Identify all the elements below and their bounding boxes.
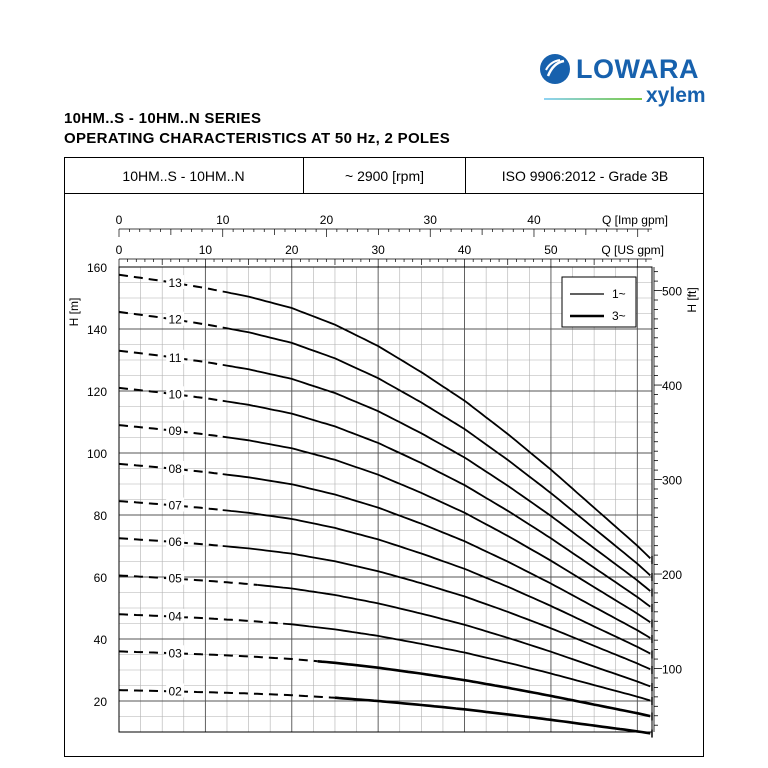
brand-name: LOWARA	[576, 54, 699, 84]
y-left-tick-label: 40	[94, 633, 108, 647]
curve-label-bg	[166, 608, 185, 623]
curve-dashed-03	[118, 650, 318, 663]
x-us-tick-label: 40	[458, 243, 472, 257]
curve-dashed-02	[118, 689, 336, 699]
curve-11	[222, 364, 651, 592]
x-us-tick-label: 0	[116, 243, 123, 257]
curve-label: 06	[168, 535, 182, 549]
y-right-tick-label: 500	[662, 285, 682, 299]
curve-02	[334, 696, 651, 735]
curve-07	[222, 509, 651, 655]
curve-04	[283, 622, 651, 702]
y-right-tick-label: 100	[662, 663, 682, 677]
y-left-tick-label: 20	[94, 695, 108, 709]
curve-label: 11	[169, 351, 182, 365]
x-us-tick-label: 50	[544, 243, 558, 257]
curve-label-bg	[166, 349, 185, 364]
curve-label-bg	[166, 386, 185, 401]
brand-swoosh	[544, 98, 642, 100]
header-row: 10HM..S - 10HM..N ~ 2900 [rpm] ISO 9906:…	[64, 157, 704, 194]
curve-03	[317, 660, 651, 718]
legend-label: 1~	[612, 287, 626, 301]
x-imp-tick-label: 40	[527, 213, 541, 227]
x-us-axis-label: Q [US gpm]	[601, 243, 664, 257]
curve-label: 12	[168, 313, 182, 327]
curve-10	[222, 399, 651, 608]
chart-subtitle: OPERATING CHARACTERISTICS AT 50 Hz, 2 PO…	[64, 130, 450, 147]
legend-label: 3~	[612, 309, 626, 323]
y-left-tick-label: 80	[94, 509, 108, 523]
curve-09	[222, 435, 651, 624]
chart-frame	[64, 157, 704, 757]
chart-title: 10HM..S - 10HM..N SERIES	[64, 110, 262, 127]
brand-logo: LOWARA xylem	[538, 50, 710, 112]
y-right-axis-label: H [ft]	[685, 287, 699, 312]
curve-label: 04	[168, 610, 182, 624]
curve-dashed-04	[118, 613, 284, 625]
x-us-tick-label: 10	[199, 243, 213, 257]
brand-sub: xylem	[646, 84, 706, 107]
curve-label-bg	[166, 275, 185, 290]
curve-05	[257, 584, 651, 688]
curve-label-bg	[166, 422, 185, 437]
x-imp-tick-label: 30	[424, 213, 438, 227]
lowara-mark-icon	[540, 54, 570, 84]
curve-label: 02	[168, 684, 182, 698]
header-standard: ISO 9906:2012 - Grade 3B	[501, 167, 669, 184]
curve-06	[222, 545, 651, 671]
header-model: 10HM..S - 10HM..N	[64, 157, 304, 194]
curve-label: 07	[168, 499, 182, 513]
curve-08	[222, 473, 651, 639]
curve-label-bg	[166, 534, 185, 549]
y-left-tick-label: 160	[87, 261, 107, 275]
curve-label: 05	[168, 572, 182, 586]
y-left-tick-label: 60	[94, 571, 108, 585]
header-speed: ~ 2900 [rpm]	[304, 157, 466, 194]
curve-label-bg	[166, 683, 185, 698]
curve-label-bg	[166, 497, 185, 512]
y-left-tick-label: 100	[87, 447, 107, 461]
curve-label-bg	[166, 570, 185, 585]
y-right-tick-label: 400	[662, 379, 682, 393]
curve-label: 08	[168, 462, 182, 476]
curve-label: 03	[168, 646, 182, 660]
plot-area	[118, 266, 653, 733]
curve-label-bg	[166, 460, 185, 475]
curve-label: 10	[168, 387, 182, 401]
curve-label: 13	[168, 276, 182, 290]
curve-12	[222, 326, 651, 577]
curve-label-bg	[166, 311, 185, 326]
curve-label-bg	[166, 645, 185, 660]
x-imp-tick-label: 10	[216, 213, 230, 227]
y-right-tick-label: 200	[662, 568, 682, 582]
y-right-tick-label: 300	[662, 474, 682, 488]
x-us-tick-label: 20	[285, 243, 299, 257]
x-imp-tick-label: 20	[320, 213, 334, 227]
x-us-tick-label: 30	[371, 243, 385, 257]
y-left-tick-label: 140	[87, 323, 107, 337]
curve-dashed-05	[118, 574, 258, 586]
legend-box	[561, 276, 637, 328]
y-left-axis-label: H [m]	[67, 298, 81, 327]
x-imp-axis-label: Q [Imp gpm]	[602, 213, 668, 227]
x-imp-tick-label: 0	[116, 213, 123, 227]
curve-13	[222, 290, 651, 559]
y-left-tick-label: 120	[87, 385, 107, 399]
curve-label: 09	[168, 424, 182, 438]
